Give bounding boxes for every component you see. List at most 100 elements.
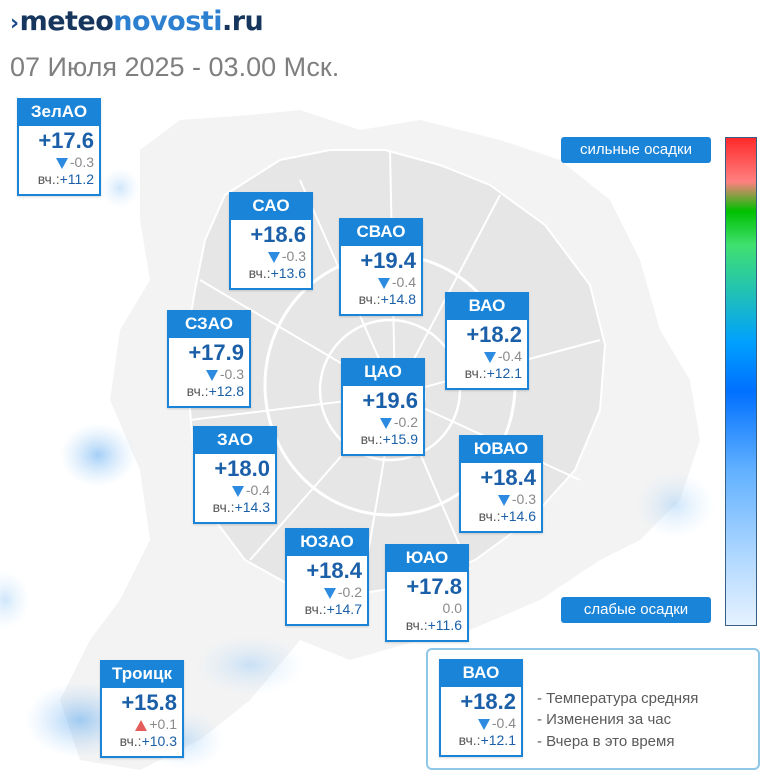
trend-arrow-icon (377, 277, 390, 289)
district-card-szao[interactable]: СЗАО +17.9 -0.3 вч.:+12.8 (167, 310, 251, 408)
change-value: +0.1 (149, 716, 177, 732)
trend-arrow-icon (483, 351, 496, 363)
district-temp: +18.6 (250, 222, 306, 247)
yesterday-value: +12.8 (208, 383, 244, 399)
yesterday-value: +11.2 (59, 171, 94, 187)
district-name: Троицк (100, 660, 184, 688)
trend-arrow-icon (267, 251, 280, 263)
district-change: -0.4 (441, 715, 521, 731)
trend-arrow-icon (135, 719, 148, 731)
district-name: ЮАО (385, 544, 469, 572)
district-yesterday: вч.:+15.9 (343, 430, 423, 448)
district-card-yuzao[interactable]: ЮЗАО +18.4 -0.2 вч.:+14.7 (285, 528, 369, 626)
district-card-yuao[interactable]: ЮАО +17.8 0.0 вч.:+11.6 (385, 544, 469, 642)
yesterday-value: +14.6 (500, 508, 536, 524)
district-yesterday: вч.:+14.8 (341, 290, 421, 308)
district-yesterday: вч.:+11.2 (19, 170, 99, 188)
district-change: -0.3 (461, 491, 541, 507)
change-value: 0.0 (442, 600, 462, 616)
district-yesterday: вч.:+14.7 (287, 600, 367, 618)
legend-change-description: - Изменения за час (537, 711, 672, 728)
district-name: ВАО (439, 659, 523, 687)
change-value: -0.3 (281, 248, 306, 264)
district-card-svao[interactable]: СВАО +19.4 -0.4 вч.:+14.8 (339, 218, 423, 316)
district-change: -0.2 (287, 584, 367, 600)
district-card-troitsk[interactable]: Троицк +15.8 +0.1 вч.:+10.3 (100, 660, 184, 758)
legend-yesterday-description: - Вчера в это время (537, 733, 675, 750)
district-change: -0.4 (195, 482, 275, 498)
yesterday-label: вч.: (358, 291, 381, 307)
precip-low-label: слабые осадки (561, 597, 711, 623)
district-temp: +18.4 (306, 558, 362, 583)
yesterday-label: вч.: (405, 617, 428, 633)
yesterday-label: вч.: (360, 431, 383, 447)
yesterday-label: вч.: (119, 733, 142, 749)
yesterday-label: вч.: (186, 383, 209, 399)
district-name: СВАО (339, 218, 423, 246)
legend-temp-description: - Температура средняя (537, 690, 699, 707)
trend-arrow-icon (497, 494, 510, 506)
district-yesterday: вч.:+14.6 (461, 507, 541, 525)
district-card-vao[interactable]: ВАО +18.2 -0.4 вч.:+12.1 (445, 292, 529, 390)
district-name: ВАО (445, 292, 529, 320)
district-change: -0.3 (231, 248, 311, 264)
district-card-tsao[interactable]: ЦАО +19.6 -0.2 вч.:+15.9 (341, 358, 425, 456)
change-value: -0.4 (497, 348, 522, 364)
change-value: -0.2 (337, 584, 362, 600)
district-temp: +18.0 (214, 456, 270, 481)
district-temp: +19.6 (362, 388, 418, 413)
district-yesterday: вч.:+10.3 (102, 732, 182, 750)
yesterday-label: вч.: (248, 265, 271, 281)
district-name: ЦАО (341, 358, 425, 386)
trend-arrow-icon (55, 157, 68, 169)
forecast-datetime: 07 Июля 2025 - 03.00 Мск. (10, 52, 340, 82)
district-change: -0.4 (447, 348, 527, 364)
site-logo[interactable]: ›meteonovosti.ru (10, 6, 264, 37)
district-change: +0.1 (102, 716, 182, 732)
yesterday-value: +12.1 (480, 732, 516, 748)
change-value: -0.2 (393, 414, 418, 430)
district-change: -0.2 (343, 414, 423, 430)
change-value: -0.3 (511, 491, 536, 507)
district-name: ЮЗАО (285, 528, 369, 556)
trend-arrow-icon (477, 718, 490, 730)
district-yesterday: вч.:+12.1 (447, 364, 527, 382)
district-change: 0.0 (387, 600, 467, 616)
district-card-yuvao[interactable]: ЮВАО +18.4 -0.3 вч.:+14.6 (459, 435, 543, 533)
change-value: -0.4 (245, 482, 270, 498)
legend-sample-card: ВАО +18.2 -0.4 вч.:+12.1 (439, 659, 523, 757)
yesterday-value: +14.7 (326, 601, 362, 617)
yesterday-label: вч.: (212, 499, 235, 515)
district-temp: +19.4 (360, 248, 416, 273)
logo-text-ru: .ru (221, 6, 264, 37)
yesterday-value: +10.3 (141, 733, 177, 749)
district-card-zao[interactable]: ЗАО +18.0 -0.4 вч.:+14.3 (193, 426, 277, 524)
district-change: -0.3 (169, 366, 249, 382)
change-value: -0.4 (491, 715, 516, 731)
district-name: ЗАО (193, 426, 277, 454)
district-card-zelao[interactable]: ЗелАО +17.6 -0.3 вч.:+11.2 (17, 98, 101, 196)
precip-gradient-scale (725, 137, 757, 626)
district-name: ЮВАО (459, 435, 543, 463)
district-yesterday: вч.:+12.1 (441, 731, 521, 749)
logo-mark: › (10, 11, 19, 36)
district-temp: +18.4 (480, 465, 536, 490)
yesterday-label: вч.: (458, 732, 481, 748)
district-yesterday: вч.:+13.6 (231, 264, 311, 282)
district-temp: +17.9 (188, 340, 244, 365)
trend-arrow-icon (323, 587, 336, 599)
district-name: ЗелАО (17, 98, 101, 126)
district-name: САО (229, 192, 313, 220)
yesterday-value: +14.8 (380, 291, 416, 307)
district-change: -0.4 (341, 274, 421, 290)
district-yesterday: вч.:+14.3 (195, 498, 275, 516)
district-yesterday: вч.:+11.6 (387, 616, 467, 634)
change-value: -0.3 (69, 154, 94, 170)
district-yesterday: вч.:+12.8 (169, 382, 249, 400)
trend-arrow-icon (205, 369, 218, 381)
change-value: -0.3 (219, 366, 244, 382)
district-change: -0.3 (19, 154, 99, 170)
district-card-sao[interactable]: САО +18.6 -0.3 вч.:+13.6 (229, 192, 313, 290)
yesterday-label: вч.: (304, 601, 327, 617)
logo-text-meteo: meteo (19, 6, 114, 37)
